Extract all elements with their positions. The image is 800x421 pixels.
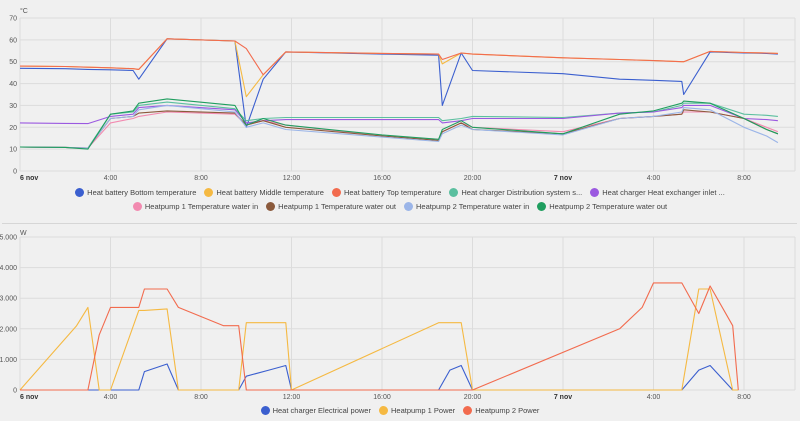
legend-label: Heatpump 2 Power [475,405,540,415]
legend-item[interactable]: Heat charger Heat exchanger inlet ... [590,185,725,199]
y-tick-label: 40 [9,81,17,88]
legend-dot-icon [75,187,85,197]
legend-label: Heatpump 1 Power [390,405,456,415]
x-tick-label: 6 nov [20,175,38,180]
x-tick-label: 8:00 [737,394,751,399]
y-axis-unit: °C [20,7,28,15]
series-line [19,104,778,125]
legend-item[interactable]: Heatpump 2 Power [463,403,539,417]
x-axis-ticks: 6 nov 4:00 8:00 12:00 16:00 20:00 7 nov 4:00 8:0… [20,394,751,401]
x-tick-label: 8:00 [194,175,208,180]
temperature-plot[interactable]: °C 0 10 20 30 40 50 60 70 6 nov 4:00 8:00 12:00 16:… [0,0,800,182]
legend-dot-icon [404,201,413,211]
x-tick-label: 8:00 [194,394,208,399]
legend-item[interactable]: Heatpump 1 Power [378,403,456,417]
series-line [19,38,778,98]
y-tick-label: 2.000 [0,326,17,333]
legend-item[interactable]: Heatpump 2 Temperature water out [537,199,667,213]
legend-label: Heat battery Bottom temperature [87,187,197,197]
x-tick-label: 16:00 [373,394,391,399]
legend-dot-icon [590,187,600,197]
power-plot[interactable]: W 0 1.000 2.000 3.000 4.000 5.000 6 nov 4:00 8:… [0,224,800,401]
x-tick-label: 20:00 [464,175,482,180]
series-line [20,282,739,391]
legend-label: Heatpump 2 Temperature water in [416,201,530,211]
y-axis-ticks: 0 10 20 30 40 50 60 70 [9,16,17,176]
y-tick-label: 1.000 [0,357,17,364]
power-chart: W 0 1.000 2.000 3.000 4.000 5.000 6 nov 4:00 8:… [0,224,800,401]
y-tick-label: 20 [9,125,17,132]
x-tick-label: 20:00 [464,394,482,399]
legend-item[interactable]: Heatpump 1 Temperature water out [266,199,396,213]
legend-dot-icon [204,187,214,197]
x-axis-ticks: 6 nov 4:00 8:00 12:00 16:00 20:00 7 nov 4:00 8:0… [20,175,751,182]
legend-label: Heat charger Electrical power [272,405,371,415]
legend-dot-icon [266,201,276,211]
legend-item[interactable]: Heat battery Bottom temperature [75,185,196,199]
y-tick-label: 70 [9,16,17,23]
x-tick-label: 7 nov [554,175,572,180]
x-tick-label: 8:00 [737,175,751,180]
legend-label: Heat battery Middle temperature [216,187,324,197]
y-tick-label: 5.000 [0,235,17,242]
y-axis-ticks: 0 1.000 2.000 3.000 4.000 5.000 [0,235,17,395]
x-tick-label: 4:00 [104,394,118,399]
legend-label: Heatpump 1 Temperature water out [278,201,396,211]
grid [19,236,796,391]
y-tick-label: 60 [9,37,17,44]
temperature-chart: °C 0 10 20 30 40 50 60 70 6 nov 4:00 8:00 12:00 16:… [0,0,800,182]
x-tick-label: 16:00 [373,175,391,180]
x-tick-label: 12:00 [283,175,301,180]
x-tick-label: 6 nov [20,394,38,399]
series-line [20,363,739,391]
legend-dot-icon [537,201,547,211]
legend-item[interactable]: Heatpump 1 Temperature water in [132,199,259,213]
x-tick-label: 4:00 [104,175,118,180]
series-lines [19,282,739,391]
legend-label: Heat charger Distribution system s... [461,187,583,197]
legend-dot-icon [449,187,459,197]
series-line [19,101,778,149]
legend-dot-icon [378,405,388,415]
legend-dot-icon [331,187,341,197]
series-line [19,98,779,150]
x-tick-label: 4:00 [647,394,661,399]
grid [19,17,796,172]
legend-label: Heat charger Heat exchanger inlet ... [602,187,725,197]
legend-label: Heatpump 1 Temperature water in [144,201,259,211]
chart-divider [2,223,797,224]
legend-label: Heatpump 2 Temperature water out [549,201,668,211]
legend-item[interactable]: Heat charger Distribution system s... [449,185,582,199]
y-tick-label: 3.000 [0,296,17,303]
y-axis-unit: W [20,230,27,237]
y-tick-label: 4.000 [0,265,17,272]
temperature-legend: Heat battery Bottom temperature Heat batt… [0,185,800,213]
x-tick-label: 7 nov [554,394,572,399]
series-line [19,288,739,391]
legend-item[interactable]: Heat charger Electrical power [260,403,371,417]
legend-dot-icon [463,405,473,415]
y-tick-label: 0 [13,388,17,395]
series-lines [19,38,779,150]
legend-item[interactable]: Heat battery Middle temperature [204,185,324,199]
series-line [19,104,779,149]
y-tick-label: 0 [13,169,17,176]
legend-dot-icon [132,201,142,211]
legend-label: Heat battery Top temperature [343,187,442,197]
legend-item[interactable]: Heatpump 2 Temperature water in [404,199,529,213]
y-tick-label: 50 [9,59,17,66]
x-tick-label: 12:00 [283,394,301,399]
y-tick-label: 30 [9,103,17,110]
power-legend: Heat charger Electrical power Heatpump 1 … [0,403,800,417]
y-tick-label: 10 [9,147,17,154]
legend-item[interactable]: Heat battery Top temperature [331,185,442,199]
legend-dot-icon [260,405,270,415]
series-line [19,38,778,76]
x-tick-label: 4:00 [647,175,661,180]
